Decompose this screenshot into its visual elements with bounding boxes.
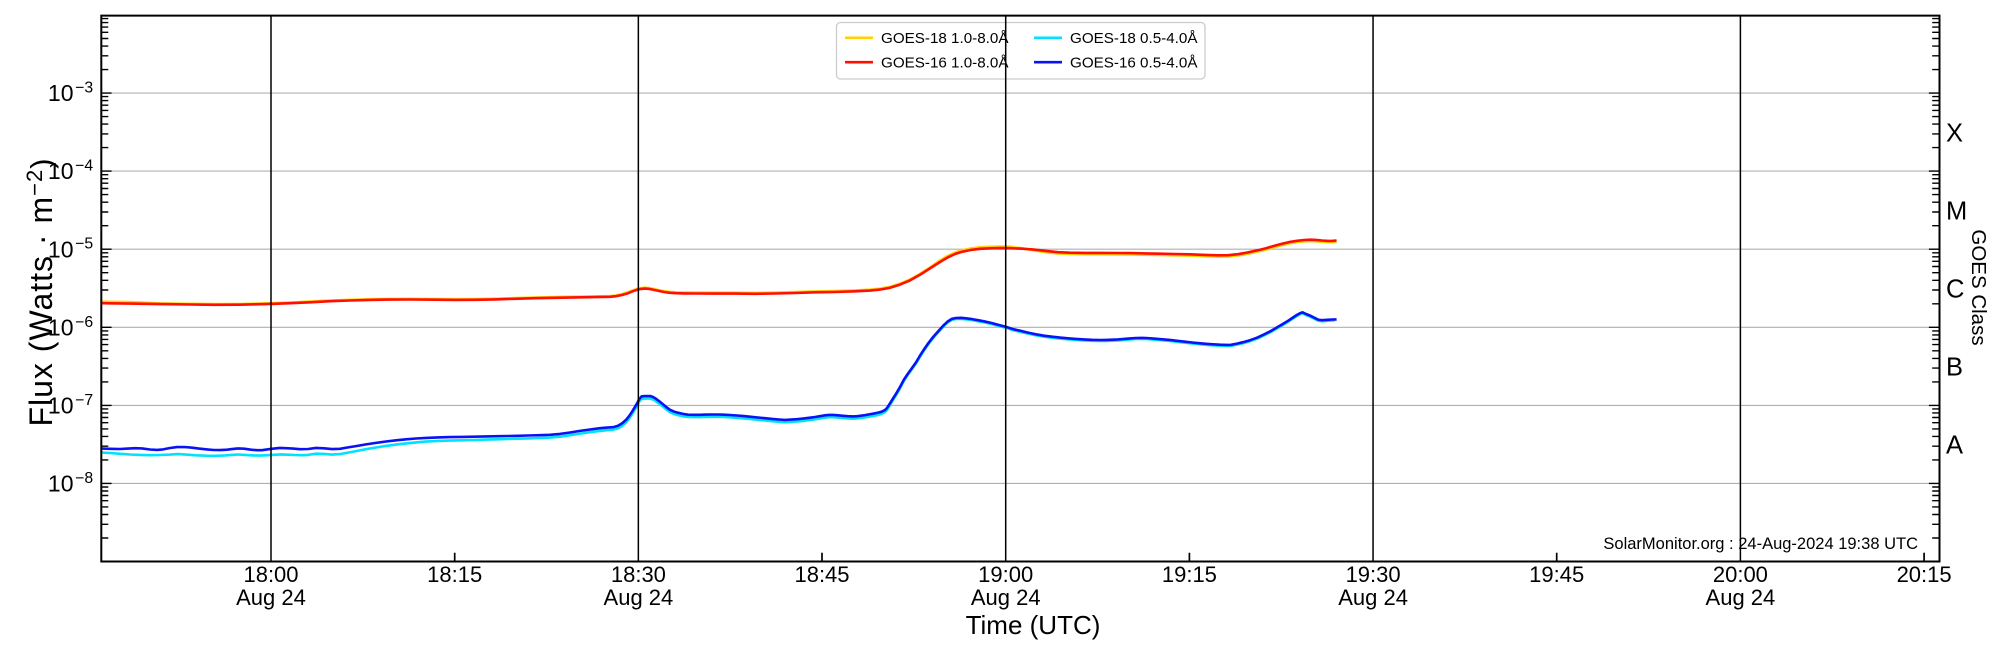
svg-text:Aug 24: Aug 24 [236,585,306,610]
svg-text:GOES-18 0.5-4.0Å: GOES-18 0.5-4.0Å [1070,30,1198,47]
svg-text:A: A [1946,432,1963,460]
svg-text:10: 10 [48,393,74,419]
svg-text:Time (UTC): Time (UTC) [966,610,1101,640]
svg-text:20:15: 20:15 [1897,562,1952,587]
svg-text:GOES-16 1.0-8.0Å: GOES-16 1.0-8.0Å [881,55,1009,72]
svg-text:Aug 24: Aug 24 [971,585,1041,610]
svg-text:19:45: 19:45 [1529,562,1584,587]
svg-text:C: C [1946,276,1964,304]
svg-text:10: 10 [48,471,74,497]
svg-text:10: 10 [48,158,74,184]
svg-text:GOES-18 1.0-8.0Å: GOES-18 1.0-8.0Å [881,30,1009,47]
svg-text:18:00: 18:00 [243,562,298,587]
svg-text:−3: −3 [75,80,93,97]
svg-text:10: 10 [48,80,74,106]
svg-text:10: 10 [48,314,74,340]
svg-text:Aug 24: Aug 24 [1706,585,1776,610]
svg-text:−6: −6 [75,314,93,331]
svg-text:Flux (Watts · m−2): Flux (Watts · m−2) [22,157,59,426]
svg-text:19:15: 19:15 [1162,562,1217,587]
svg-text:18:30: 18:30 [611,562,666,587]
svg-text:−4: −4 [75,158,93,175]
svg-text:X: X [1946,119,1963,147]
svg-text:M: M [1946,198,1967,226]
svg-text:18:15: 18:15 [427,562,482,587]
svg-text:Aug 24: Aug 24 [1338,585,1408,610]
svg-text:Aug 24: Aug 24 [604,585,674,610]
svg-text:20:00: 20:00 [1713,562,1768,587]
svg-text:B: B [1946,354,1963,382]
svg-text:−8: −8 [75,470,93,487]
svg-text:−7: −7 [75,392,93,409]
svg-text:19:30: 19:30 [1346,562,1401,587]
svg-text:SolarMonitor.org : 24-Aug-2024: SolarMonitor.org : 24-Aug-2024 19:38 UTC [1603,535,1918,553]
svg-text:18:45: 18:45 [794,562,849,587]
svg-text:GOES Class: GOES Class [1967,229,1990,345]
svg-text:−5: −5 [75,236,93,253]
svg-text:10: 10 [48,236,74,262]
svg-text:19:00: 19:00 [978,562,1033,587]
svg-text:GOES-16 0.5-4.0Å: GOES-16 0.5-4.0Å [1070,55,1198,72]
